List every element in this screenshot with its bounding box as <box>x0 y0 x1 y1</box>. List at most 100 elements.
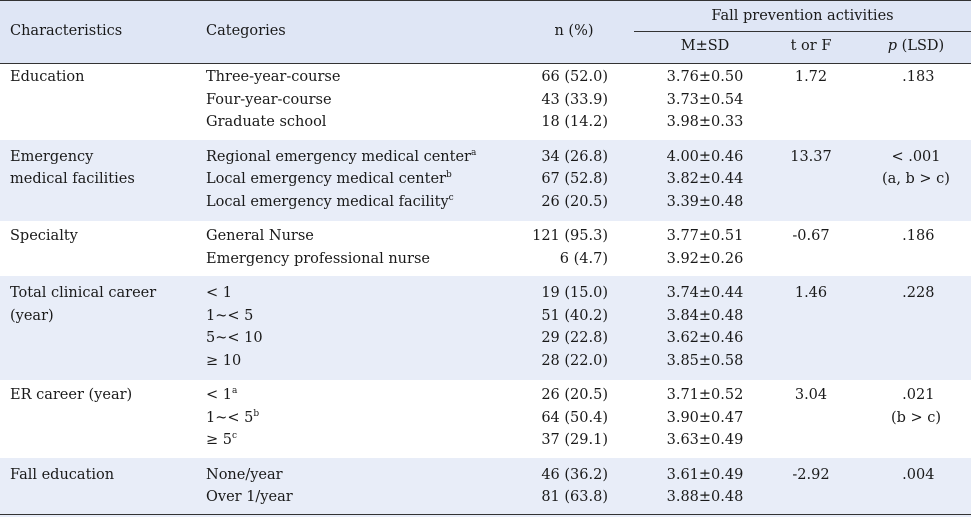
characteristic-label: Emergency <box>10 148 94 165</box>
category-text: ≥ 10 <box>206 352 242 369</box>
category-superscript: c <box>448 192 454 203</box>
mean-sd-cell: 3.76±0.50 <box>666 69 744 85</box>
category-superscript: b <box>253 408 260 419</box>
header-mean-sd: M±SD <box>680 38 730 54</box>
category-text: Over 1/year <box>206 489 293 505</box>
category-text: General Nurse <box>206 228 314 244</box>
row-band <box>0 139 971 221</box>
category-label: Four-year-course <box>206 91 332 109</box>
header-categories: Categories <box>206 23 286 39</box>
characteristic-label: (year) <box>10 307 54 324</box>
header-p-symbol: p <box>887 38 898 54</box>
category-text: Graduate school <box>206 114 327 130</box>
n-percent-cell: 51 (40.2) <box>541 307 608 324</box>
category-label: None/year <box>206 466 283 484</box>
category-label: Over 1/year <box>206 488 293 506</box>
mean-sd-cell: 4.00±0.46 <box>666 148 744 165</box>
category-text: Local emergency medical center <box>206 171 446 187</box>
t-or-f-cell: -0.67 <box>792 228 830 244</box>
mean-sd-cell: 3.74±0.44 <box>666 285 744 301</box>
t-or-f-cell: 1.46 <box>794 285 828 301</box>
category-label: Local emergency medical centerb <box>206 170 452 188</box>
n-percent-cell: 6 (4.7) <box>559 250 608 267</box>
category-label: Three-year-course <box>206 68 340 86</box>
characteristic-label: ER career (year) <box>10 387 133 403</box>
category-label: < 1a <box>206 386 237 404</box>
characteristic-label: medical facilities <box>10 171 135 187</box>
p-value-cell: .021 <box>897 387 935 403</box>
category-label: Emergency professional nurse <box>206 250 430 268</box>
mean-sd-cell: 3.88±0.48 <box>666 489 744 505</box>
n-percent-cell: 64 (50.4) <box>541 409 608 426</box>
category-text: 5~< 10 <box>206 330 263 346</box>
characteristic-label: Fall education <box>10 466 115 483</box>
category-text: < 1 <box>206 285 232 301</box>
n-percent-cell: 19 (15.0) <box>541 285 608 301</box>
n-percent-cell: 37 (29.1) <box>541 432 608 448</box>
category-superscript: a <box>471 147 477 158</box>
mean-sd-cell: 3.73±0.54 <box>666 91 744 108</box>
mean-sd-cell: 3.82±0.44 <box>666 171 744 187</box>
category-label: Regional emergency medical centera <box>206 148 476 166</box>
mean-sd-cell: 3.92±0.26 <box>666 250 744 267</box>
category-label: 5~< 10 <box>206 329 263 347</box>
category-text: Three-year-course <box>206 69 341 85</box>
t-or-f-cell: 13.37 <box>790 148 832 165</box>
header-t-or-f: t or F <box>790 38 832 54</box>
category-text: Emergency professional nurse <box>206 250 430 267</box>
mean-sd-cell: 3.61±0.49 <box>666 466 744 483</box>
mean-sd-cell: 3.98±0.33 <box>666 114 744 130</box>
mean-sd-cell: 3.85±0.58 <box>666 352 744 369</box>
header-n-percent: n (%) <box>554 23 594 39</box>
category-superscript: c <box>231 431 238 442</box>
mean-sd-cell: 3.90±0.47 <box>666 409 744 426</box>
n-percent-cell: 81 (63.8) <box>541 489 608 505</box>
n-percent-cell: 28 (22.0) <box>541 352 608 369</box>
category-label: ≥ 5c <box>206 431 237 449</box>
p-value-cell: .004 <box>897 466 935 483</box>
category-text: Four-year-course <box>206 91 332 108</box>
category-text: 1~< 5 <box>206 409 254 426</box>
p-value-cell: .186 <box>897 228 935 244</box>
t-or-f-cell: 3.04 <box>794 387 828 403</box>
n-percent-cell: 26 (20.5) <box>541 193 608 210</box>
p-value-cell: (b > c) <box>890 409 942 426</box>
header-lsd: (LSD) <box>897 38 945 54</box>
row-band <box>0 276 971 380</box>
category-label: Graduate school <box>206 113 326 131</box>
n-percent-cell: 29 (22.8) <box>541 330 608 346</box>
characteristic-label: Specialty <box>10 228 78 244</box>
category-text: Local emergency medical facility <box>206 193 449 210</box>
header-characteristics: Characteristics <box>10 23 123 39</box>
category-label: 1~< 5 <box>206 307 253 325</box>
n-percent-cell: 121 (95.3) <box>532 228 608 244</box>
p-value-cell: .228 <box>897 285 935 301</box>
header-p-lsd: p (LSD) <box>862 37 970 55</box>
category-label: < 1 <box>206 284 232 302</box>
category-text: Regional emergency medical center <box>206 148 471 165</box>
n-percent-cell: 34 (26.8) <box>541 148 608 165</box>
n-percent-cell: 46 (36.2) <box>541 466 608 483</box>
category-label: General Nurse <box>206 227 314 245</box>
bottom-rule <box>0 514 971 515</box>
category-text: < 1 <box>206 387 232 403</box>
mean-sd-cell: 3.63±0.49 <box>666 432 744 448</box>
mean-sd-cell: 3.62±0.46 <box>666 330 744 346</box>
p-value-cell: < .001 <box>891 148 941 165</box>
n-percent-cell: 18 (14.2) <box>541 114 608 130</box>
p-value-cell: .183 <box>897 69 935 85</box>
category-superscript: a <box>231 386 238 397</box>
header-fall-prevention-activities: Fall prevention activities <box>711 8 894 24</box>
mean-sd-cell: 3.84±0.48 <box>666 307 744 324</box>
mean-sd-cell: 3.39±0.48 <box>666 193 744 210</box>
category-text: 1~< 5 <box>206 307 254 324</box>
t-or-f-cell: 1.72 <box>794 69 828 85</box>
characteristic-label: Education <box>10 69 85 85</box>
category-label: Local emergency medical facilityc <box>206 193 454 211</box>
n-percent-cell: 26 (20.5) <box>541 387 608 403</box>
n-percent-cell: 43 (33.9) <box>541 91 608 108</box>
table-header <box>0 0 971 64</box>
n-percent-cell: 67 (52.8) <box>541 171 608 187</box>
header-group-rule <box>634 31 971 32</box>
category-text: None/year <box>206 466 283 483</box>
